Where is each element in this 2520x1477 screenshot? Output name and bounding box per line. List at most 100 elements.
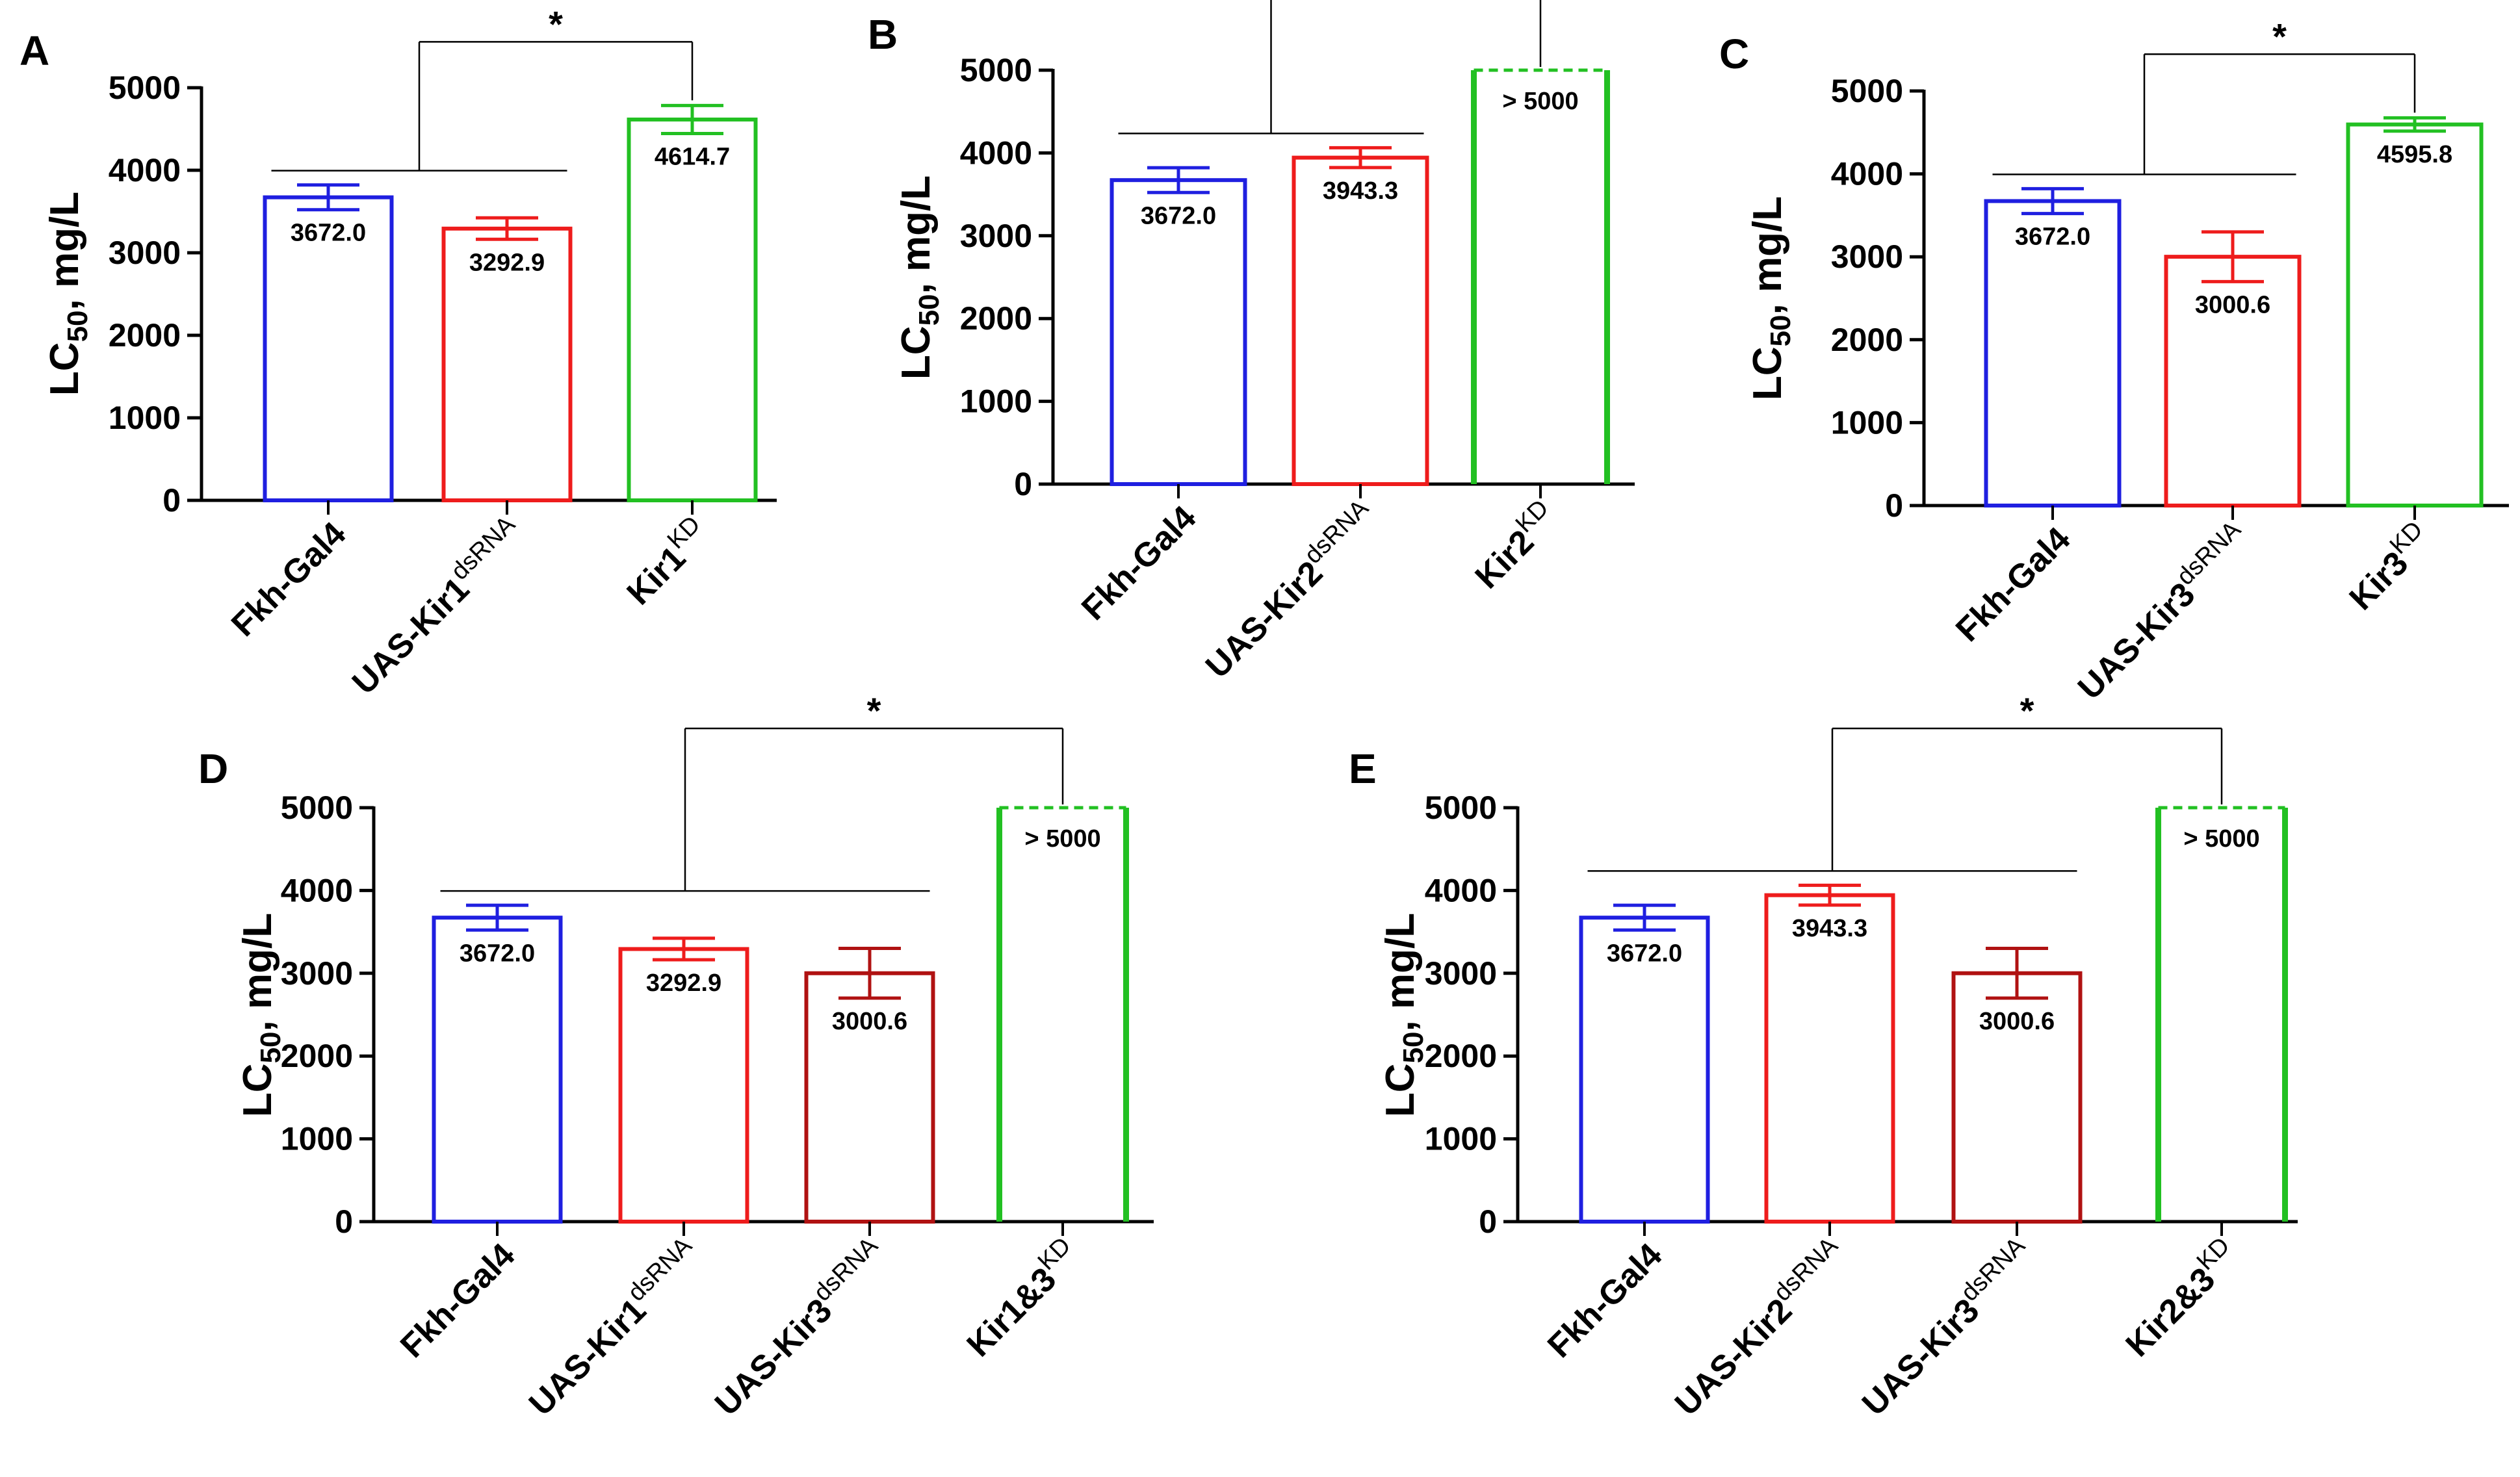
bar-group: 4614.7 xyxy=(627,103,758,515)
bar-value-label: 4595.8 xyxy=(2377,141,2452,168)
y-tick-label: 3000 xyxy=(1831,238,1903,275)
x-category-label: UAS-Kir2dsRNA xyxy=(1664,1232,1855,1423)
bar-value-label: 3943.3 xyxy=(1792,915,1867,942)
bar-group: 3292.9 xyxy=(441,216,573,515)
y-tick-label: 3000 xyxy=(1425,955,1497,992)
y-tick-label: 4000 xyxy=(1425,872,1497,908)
y-axis-label-rest: , mg/L xyxy=(42,192,87,311)
bar-value-label: 3672.0 xyxy=(2015,224,2090,251)
x-category-label: Kir3KD xyxy=(2338,516,2439,617)
y-axis-label-main: LC xyxy=(42,342,87,396)
x-category-label: UAS-Kir3dsRNA xyxy=(2067,516,2258,707)
panel-D: D LC50, mg/L 0 1000 2000 3000 4000 5000 3672.0 Fk… xyxy=(198,690,1154,1423)
y-tick-label: 0 xyxy=(162,482,181,519)
y-tick-label: 4000 xyxy=(109,152,181,188)
x-category-label: Fkh-Gal4 xyxy=(1949,520,2077,649)
panel-A: A LC50, mg/L 0 1000 2000 3000 4000 5000 3672.0 Fk… xyxy=(19,3,777,702)
bar-value-label: 3672.0 xyxy=(1141,202,1216,229)
bar-value-label: 3672.0 xyxy=(1607,940,1682,967)
x-category-main: Fkh-Gal4 xyxy=(393,1236,522,1365)
bar-value-label: > 5000 xyxy=(1502,88,1578,115)
bar-group: 3672.0 xyxy=(1579,903,1710,1236)
y-tick-label: 1000 xyxy=(960,383,1032,420)
x-category-label: UAS-Kir2dsRNA xyxy=(1195,494,1386,686)
significance-bracket: * xyxy=(1587,690,2223,872)
x-category-main: UAS-Kir2 xyxy=(1199,554,1330,686)
x-category-main: Kir1&3 xyxy=(960,1261,1064,1365)
x-category-main: UAS-Kir3 xyxy=(2071,576,2202,707)
y-tick-label: 2000 xyxy=(109,317,181,353)
x-category-label: Fkh-Gal4 xyxy=(1540,1236,1669,1365)
x-category-superscript: dsRNA xyxy=(2172,516,2246,591)
bar xyxy=(1764,893,1895,1224)
y-axis-label-main: LC xyxy=(1378,1063,1423,1117)
x-category-main: UAS-Kir1 xyxy=(522,1292,653,1423)
x-category-superscript: dsRNA xyxy=(809,1232,883,1307)
significance-bracket: * xyxy=(1992,16,2416,175)
y-axis-label: LC50, mg/L xyxy=(235,913,287,1117)
bar-group: 3000.6 xyxy=(1951,947,2083,1236)
x-category-main: UAS-Kir1 xyxy=(345,571,476,702)
bar-value-label: 3000.6 xyxy=(1979,1008,2055,1035)
x-category-superscript: dsRNA xyxy=(446,511,521,585)
bar-group: 3672.0 xyxy=(432,903,563,1236)
bar-value-label: > 5000 xyxy=(2183,825,2259,853)
bar-value-label: 4614.7 xyxy=(655,144,730,171)
y-axis-label-sub: 50 xyxy=(255,1031,287,1063)
panel-B: B LC50, mg/L 0 1000 2000 3000 4000 5000 3672.0 Fk… xyxy=(868,0,1635,686)
significance-star: * xyxy=(867,690,881,731)
y-tick-label: 0 xyxy=(1479,1203,1497,1240)
significance-star: * xyxy=(2020,690,2034,731)
y-axis-label-sub: 50 xyxy=(1765,315,1797,346)
y-tick-label: 1000 xyxy=(281,1121,353,1157)
bar-group: 3672.0 xyxy=(263,183,394,515)
bar xyxy=(2346,122,2484,507)
x-category-label: Fkh-Gal4 xyxy=(1074,498,1203,627)
x-category-label: Fkh-Gal4 xyxy=(393,1236,522,1365)
y-tick-label: 1000 xyxy=(109,400,181,436)
y-tick-label: 4000 xyxy=(960,135,1032,171)
panel-letter: D xyxy=(198,745,228,792)
y-tick-label: 2000 xyxy=(1831,322,1903,358)
y-tick-label: 1000 xyxy=(1425,1121,1497,1157)
x-category-superscript: dsRNA xyxy=(1956,1232,2031,1307)
y-axis-label-sub: 50 xyxy=(62,310,94,342)
bar-group: 3943.3 xyxy=(1292,146,1429,498)
bar-group: 3292.9 xyxy=(618,936,749,1236)
y-tick-label: 4000 xyxy=(1831,156,1903,192)
bar-value-label: 3000.6 xyxy=(2195,291,2270,318)
x-category-main: Fkh-Gal4 xyxy=(1074,498,1203,627)
x-category-label: UAS-Kir3dsRNA xyxy=(1851,1232,2042,1423)
significance-bracket: * xyxy=(271,3,694,172)
x-category-label: Kir1&3KD xyxy=(955,1232,1087,1364)
x-category-superscript: dsRNA xyxy=(1769,1232,1843,1307)
x-category-label: UAS-Kir3dsRNA xyxy=(704,1232,895,1423)
bar-value-label: 3000.6 xyxy=(832,1008,907,1035)
panel-letter: A xyxy=(19,27,49,74)
bar-value-label: > 5000 xyxy=(1024,825,1100,853)
x-category-main: UAS-Kir3 xyxy=(1855,1292,1986,1423)
bar-group: > 5000 xyxy=(2155,787,2288,1236)
y-axis-label-sub: 50 xyxy=(1397,1031,1429,1063)
y-tick-label: 2000 xyxy=(281,1038,353,1074)
x-category-main: Kir2&3 xyxy=(2119,1261,2223,1365)
panel-E: E LC50, mg/L 0 1000 2000 3000 4000 5000 3672.0 Fk… xyxy=(1349,690,2298,1423)
bar xyxy=(1292,155,1429,487)
bar-group: > 5000 xyxy=(996,787,1129,1236)
y-tick-label: 5000 xyxy=(109,70,181,106)
y-tick-label: 3000 xyxy=(960,218,1032,254)
y-axis-label: LC50, mg/L xyxy=(1745,196,1797,400)
bar-value-label: 3292.9 xyxy=(469,249,545,276)
y-tick-label: 5000 xyxy=(1831,73,1903,109)
bar-group: 4595.8 xyxy=(2346,116,2484,520)
panel-letter: B xyxy=(868,11,898,58)
y-tick-label: 0 xyxy=(1885,487,1903,524)
x-category-superscript: dsRNA xyxy=(623,1232,697,1307)
bar-value-label: 3672.0 xyxy=(460,940,535,967)
y-axis-label-rest: , mg/L xyxy=(1745,196,1790,315)
x-category-label: Kir2KD xyxy=(1464,494,1565,596)
x-category-label: UAS-Kir1dsRNA xyxy=(341,511,532,702)
significance-star: * xyxy=(549,3,563,44)
x-category-main: UAS-Kir2 xyxy=(1668,1292,1799,1423)
